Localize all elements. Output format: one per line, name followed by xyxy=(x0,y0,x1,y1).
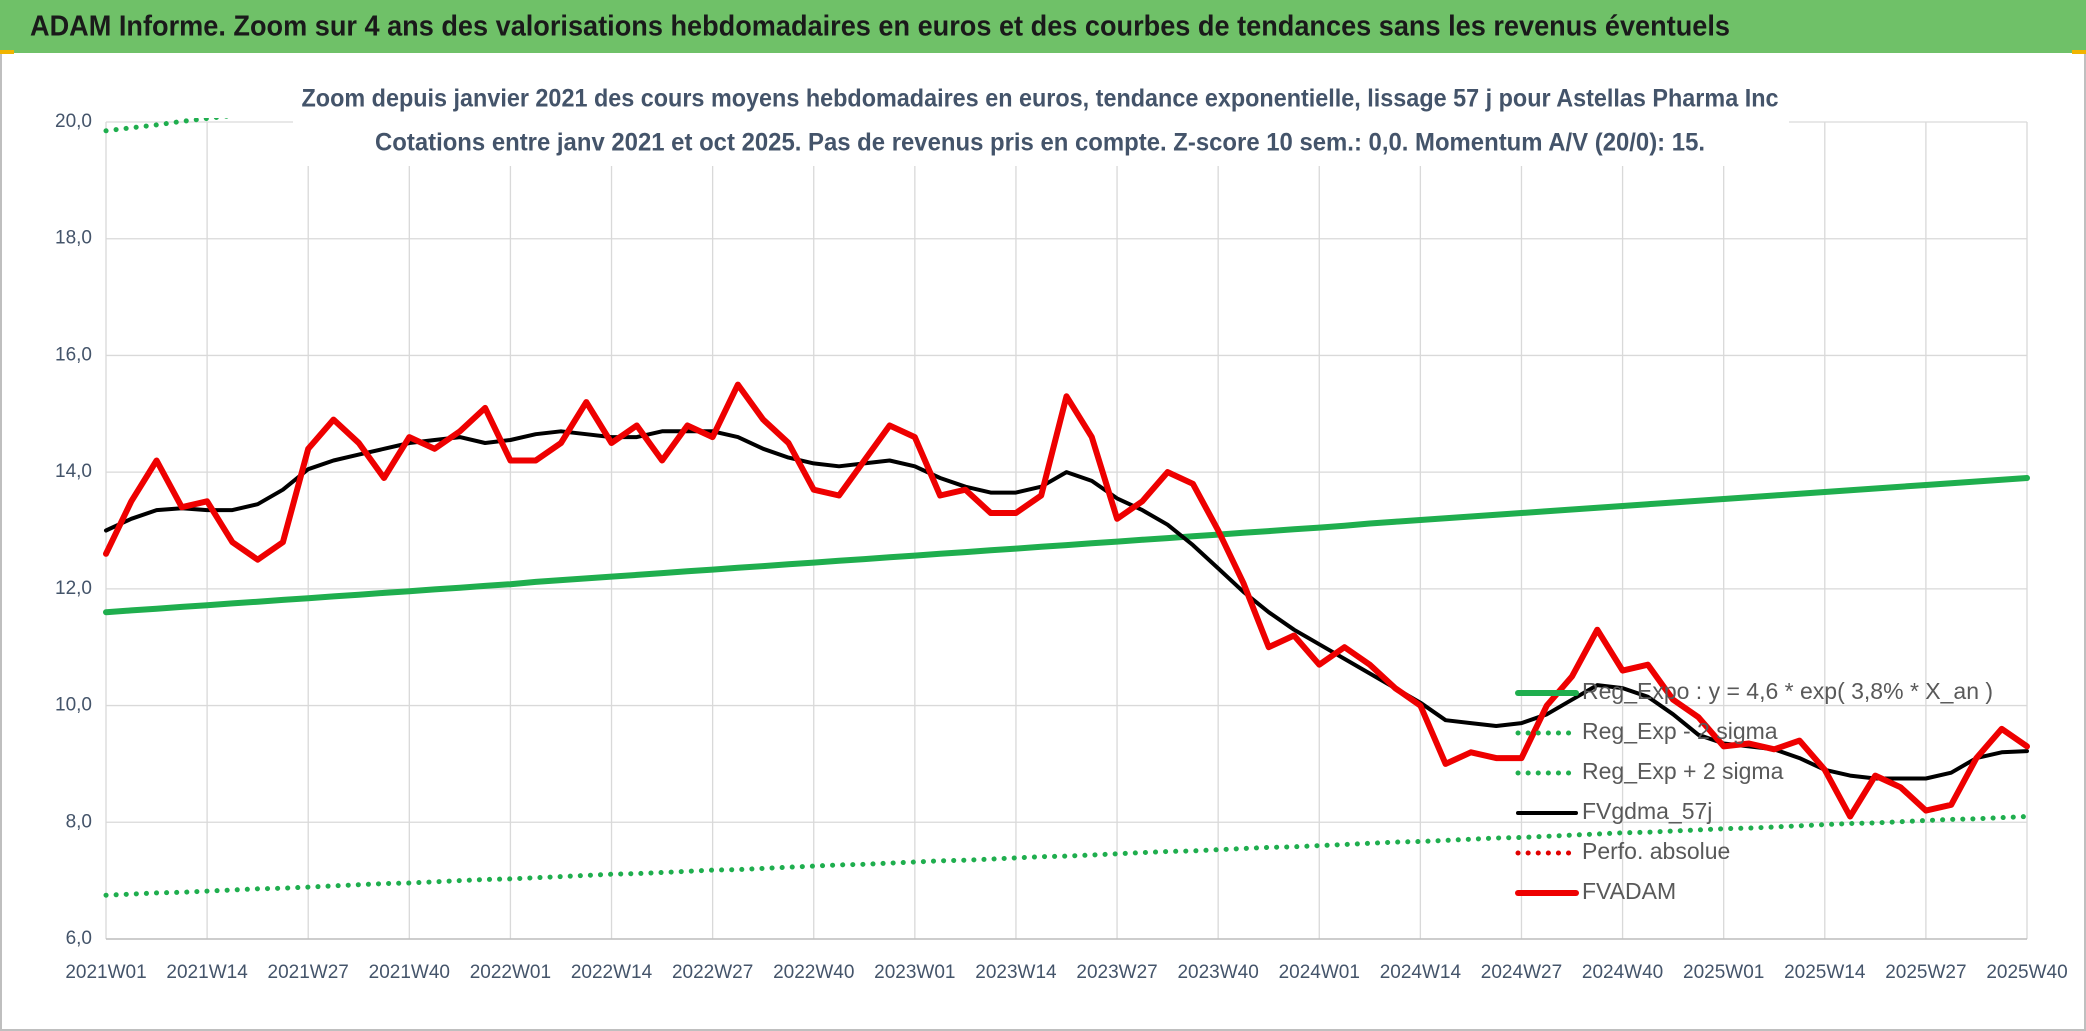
y-tick-label: 6,0 xyxy=(66,928,92,949)
subtitle-box xyxy=(293,77,1789,166)
x-tick-label: 2025W40 xyxy=(1986,962,2067,983)
series-line xyxy=(103,475,2030,616)
y-tick-label: 10,0 xyxy=(55,695,92,716)
plot-area: 6,0 8,0 10,0 12,0 14,0 16,0 18,0 20,0 2021W01 202… xyxy=(55,111,2068,983)
banner-corner xyxy=(2072,50,2086,54)
x-tick-label: 2025W27 xyxy=(1885,962,1966,983)
y-tick-label: 8,0 xyxy=(66,811,92,832)
legend: Reg_Expo : y = 4,6 * exp( 3,8% * X_an ) R… xyxy=(1515,678,1993,904)
y-tick-label: 16,0 xyxy=(55,344,92,365)
y-tick-label: 20,0 xyxy=(55,111,92,132)
x-tick-label: 2022W01 xyxy=(470,962,551,983)
x-tick-label: 2022W40 xyxy=(773,962,854,983)
y-tick-label: 12,0 xyxy=(55,578,92,599)
x-tick-label: 2024W14 xyxy=(1380,962,1462,983)
legend-label: FVADAM xyxy=(1582,878,1676,904)
x-tick-label: 2021W14 xyxy=(166,962,248,983)
x-tick-label: 2023W14 xyxy=(975,962,1057,983)
x-tick-label: 2024W27 xyxy=(1481,962,1562,983)
x-tick-label: 2021W27 xyxy=(268,962,349,983)
title-banner xyxy=(0,0,2086,53)
x-tick-label: 2021W40 xyxy=(369,962,450,983)
series-line xyxy=(104,429,2029,781)
x-tick-label: 2023W27 xyxy=(1076,962,1157,983)
subtitle: Cotations entre janv 2021 et oct 2025. P… xyxy=(375,129,1705,157)
legend-label: Perfo. absolue xyxy=(1582,838,1730,864)
x-tick-label: 2024W01 xyxy=(1279,962,1360,983)
x-tick-label: 2022W27 xyxy=(672,962,753,983)
subtitle: Zoom depuis janvier 2021 des cours moyen… xyxy=(302,85,1779,113)
x-tick-label: 2021W01 xyxy=(65,962,146,983)
x-tick-label: 2024W40 xyxy=(1582,962,1663,983)
legend-label: Reg_Exp - 2 sigma xyxy=(1582,718,1778,744)
x-tick-label: 2025W14 xyxy=(1784,962,1866,983)
legend-label: Reg_Expo : y = 4,6 * exp( 3,8% * X_an ) xyxy=(1582,678,1993,704)
banner-corner xyxy=(0,50,14,54)
series-line xyxy=(103,814,2030,898)
y-tick-label: 18,0 xyxy=(55,228,92,249)
legend-label: FVgdma_57j xyxy=(1582,798,1712,824)
x-tick-label: 2023W40 xyxy=(1177,962,1258,983)
x-tick-label: 2022W14 xyxy=(571,962,653,983)
y-tick-label: 14,0 xyxy=(55,461,92,482)
chart-title: ADAM Informe. Zoom sur 4 ans des valoris… xyxy=(30,11,1730,43)
legend-label: Reg_Exp + 2 sigma xyxy=(1582,758,1784,784)
series-line xyxy=(103,381,2030,820)
x-tick-label: 2025W01 xyxy=(1683,962,1764,983)
x-tick-label: 2023W01 xyxy=(874,962,955,983)
